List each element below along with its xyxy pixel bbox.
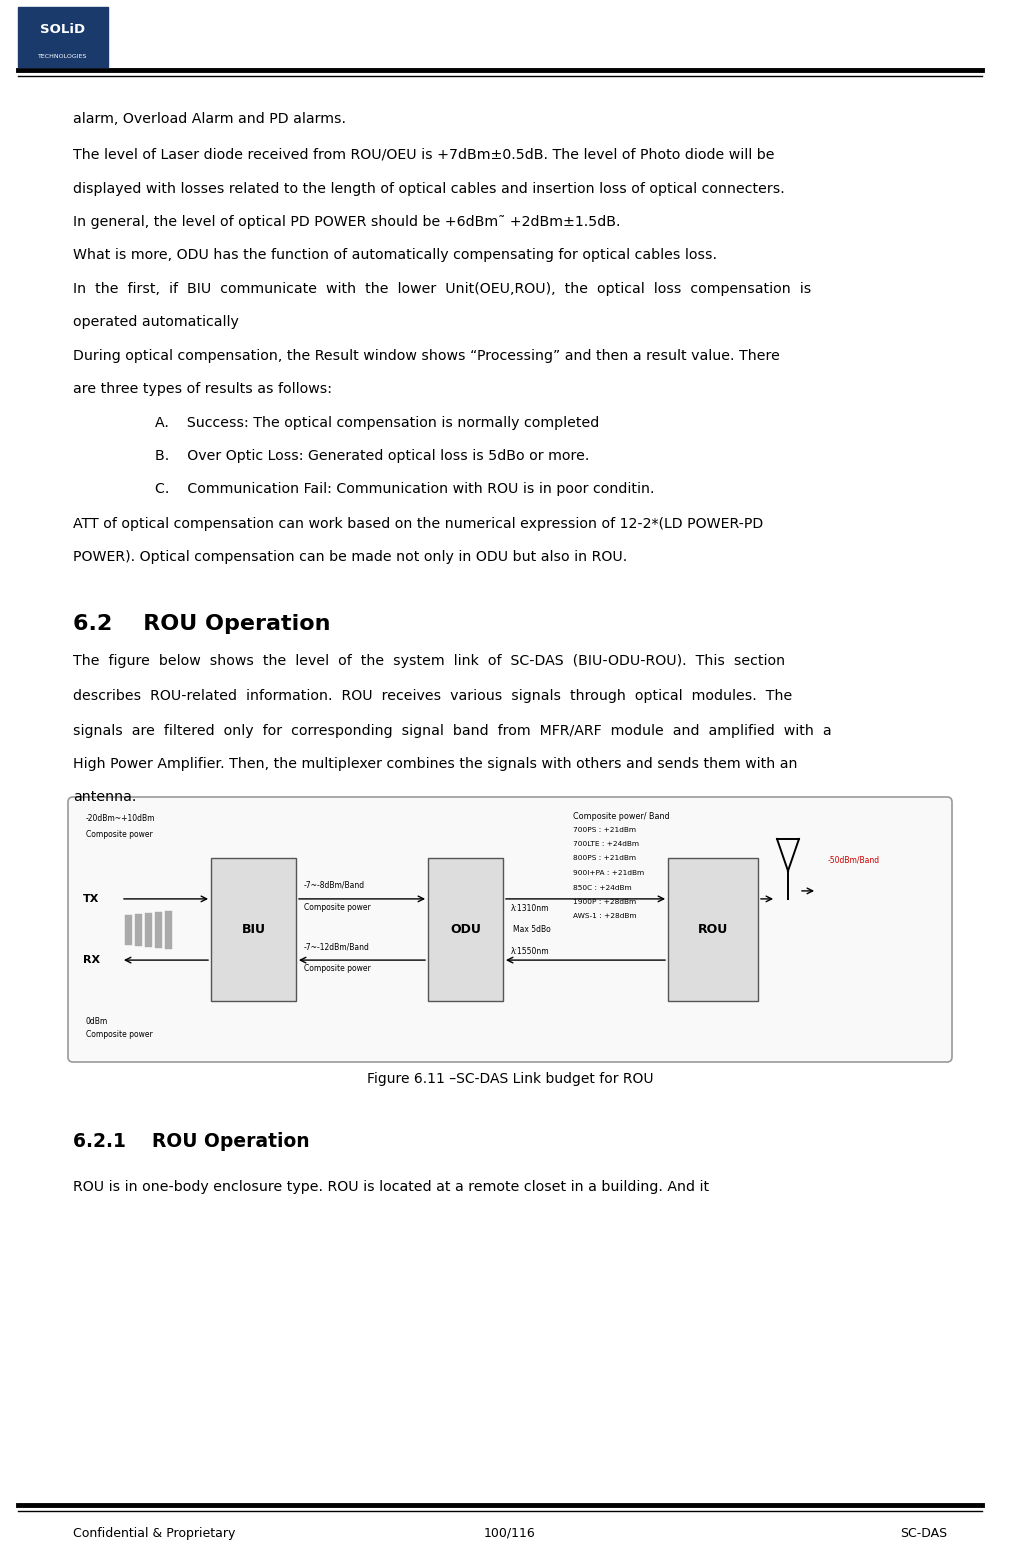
Text: λ:1310nm: λ:1310nm [511, 904, 549, 912]
Text: displayed with losses related to the length of optical cables and insertion loss: displayed with losses related to the len… [73, 183, 784, 195]
Text: During optical compensation, the Result window shows “Processing” and then a res: During optical compensation, the Result … [73, 348, 780, 362]
Text: 850C : +24dBm: 850C : +24dBm [573, 884, 631, 890]
Text: In general, the level of optical PD POWER should be +6dBm˜ +2dBm±1.5dB.: In general, the level of optical PD POWE… [73, 216, 620, 230]
Bar [145, 912, 152, 947]
Text: 6.2    ROU Operation: 6.2 ROU Operation [73, 614, 330, 634]
Text: -50dBm/Band: -50dBm/Band [827, 856, 879, 864]
Text: -20dBm~+10dBm: -20dBm~+10dBm [86, 814, 155, 823]
Text: Figure 6.11 –SC-DAS Link budget for ROU: Figure 6.11 –SC-DAS Link budget for ROU [367, 1072, 652, 1086]
Text: are three types of results as follows:: are three types of results as follows: [73, 383, 331, 397]
Bar [667, 858, 757, 1001]
Text: signals  are  filtered  only  for  corresponding  signal  band  from  MFR/ARF  m: signals are filtered only for correspond… [73, 725, 830, 737]
Text: -7~-8dBm/Band: -7~-8dBm/Band [304, 881, 365, 890]
Text: 100/116: 100/116 [484, 1528, 535, 1540]
Text: TECHNOLOGIES: TECHNOLOGIES [39, 53, 88, 59]
Text: 6.2.1    ROU Operation: 6.2.1 ROU Operation [73, 1132, 310, 1151]
FancyBboxPatch shape [68, 797, 951, 1062]
Text: High Power Amplifier. Then, the multiplexer combines the signals with others and: High Power Amplifier. Then, the multiple… [73, 758, 797, 772]
Text: In  the  first,  if  BIU  communicate  with  the  lower  Unit(OEU,ROU),  the  op: In the first, if BIU communicate with th… [73, 283, 810, 297]
Text: Confidential & Proprietary: Confidential & Proprietary [73, 1528, 235, 1540]
Text: ROU is in one-body enclosure type. ROU is located at a remote closet in a buildi: ROU is in one-body enclosure type. ROU i… [73, 1179, 708, 1193]
Text: The  figure  below  shows  the  level  of  the  system  link  of  SC-DAS  (BIU-O: The figure below shows the level of the … [73, 654, 785, 669]
Text: A.    Success: The optical compensation is normally completed: A. Success: The optical compensation is … [155, 415, 599, 430]
Text: Composite power: Composite power [304, 903, 370, 912]
Text: 700PS : +21dBm: 700PS : +21dBm [573, 826, 636, 833]
Text: operated automatically: operated automatically [73, 316, 238, 330]
Text: AWS-1 : +28dBm: AWS-1 : +28dBm [573, 914, 636, 920]
Bar [135, 914, 142, 945]
Text: λ:1550nm: λ:1550nm [511, 947, 549, 956]
Text: SC-DAS: SC-DAS [899, 1528, 946, 1540]
Text: 0dBm: 0dBm [86, 1017, 108, 1026]
Text: 900I+PA : +21dBm: 900I+PA : +21dBm [573, 870, 644, 876]
Text: antenna.: antenna. [73, 790, 137, 804]
Text: POWER). Optical compensation can be made not only in ODU but also in ROU.: POWER). Optical compensation can be made… [73, 550, 627, 564]
Bar [428, 858, 502, 1001]
Bar [211, 858, 296, 1001]
Text: ODU: ODU [449, 923, 481, 936]
Text: ROU: ROU [697, 923, 728, 936]
Text: B.    Over Optic Loss: Generated optical loss is 5dBo or more.: B. Over Optic Loss: Generated optical lo… [155, 448, 589, 462]
Text: Composite power/ Band: Composite power/ Band [573, 812, 668, 822]
Text: Max 5dBo: Max 5dBo [513, 925, 550, 934]
Bar [155, 912, 162, 948]
Text: The level of Laser diode received from ROU/OEU is +7dBm±0.5dB. The level of Phot: The level of Laser diode received from R… [73, 147, 773, 161]
Text: 700LTE : +24dBm: 700LTE : +24dBm [573, 840, 639, 847]
Text: What is more, ODU has the function of automatically compensating for optical cab: What is more, ODU has the function of au… [73, 248, 716, 262]
Bar [165, 911, 172, 948]
Text: Composite power: Composite power [304, 964, 370, 973]
Bar [125, 914, 131, 945]
Text: ATT of optical compensation can work based on the numerical expression of 12-2*(: ATT of optical compensation can work bas… [73, 517, 762, 531]
Text: C.    Communication Fail: Communication with ROU is in poor conditin.: C. Communication Fail: Communication wit… [155, 483, 654, 497]
Text: Composite power: Composite power [86, 1029, 153, 1039]
Text: alarm, Overload Alarm and PD alarms.: alarm, Overload Alarm and PD alarms. [73, 112, 345, 127]
Text: -7~-12dBm/Band: -7~-12dBm/Band [304, 942, 370, 951]
Bar [18, 6, 108, 67]
Text: Composite power: Composite power [86, 829, 153, 839]
Text: 800PS : +21dBm: 800PS : +21dBm [573, 856, 636, 862]
Text: 1900P : +28dBm: 1900P : +28dBm [573, 900, 636, 904]
Text: BIU: BIU [242, 923, 265, 936]
Text: TX: TX [83, 893, 99, 904]
Text: describes  ROU-related  information.  ROU  receives  various  signals  through  : describes ROU-related information. ROU r… [73, 689, 792, 703]
Text: SOLiD: SOLiD [41, 23, 86, 36]
Text: RX: RX [83, 954, 100, 965]
